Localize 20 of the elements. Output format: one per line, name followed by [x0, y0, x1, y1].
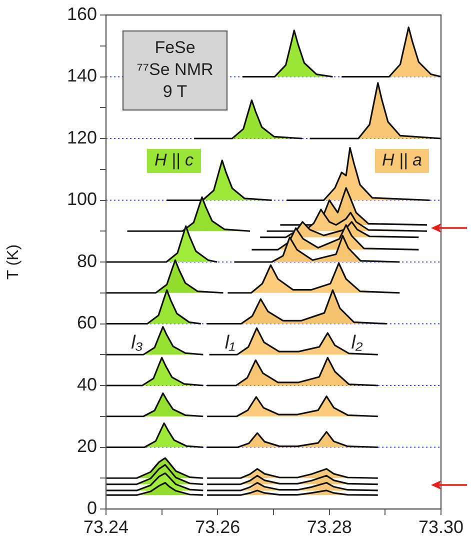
y-tick-label: 140: [66, 66, 97, 86]
y-tick-label: 80: [76, 250, 97, 271]
annotation: l₂: [351, 332, 364, 354]
x-tick-label: 73.26: [195, 516, 240, 537]
y-tick-label: 0: [86, 498, 97, 518]
annotation: l₁: [224, 332, 236, 354]
annotation: FeSe ⁷⁷Se NMR 9 T: [136, 38, 214, 102]
y-tick-label: 60: [76, 312, 97, 333]
y-tick-label: 120: [66, 127, 97, 148]
annotation: H || c: [154, 150, 194, 170]
annotation: l₃: [131, 332, 144, 354]
y-axis-title: T (K): [5, 244, 22, 280]
y-tick-label: 20: [76, 436, 97, 456]
y-tick-label: 100: [66, 189, 97, 210]
x-tick-label: 73.30: [418, 516, 464, 537]
annotation: H || a: [382, 150, 422, 170]
y-tick-label: 160: [66, 4, 97, 24]
y-tick-label: 40: [76, 374, 97, 394]
x-tick-label: 73.28: [306, 516, 352, 537]
x-tick-label: 73.24: [83, 516, 129, 537]
